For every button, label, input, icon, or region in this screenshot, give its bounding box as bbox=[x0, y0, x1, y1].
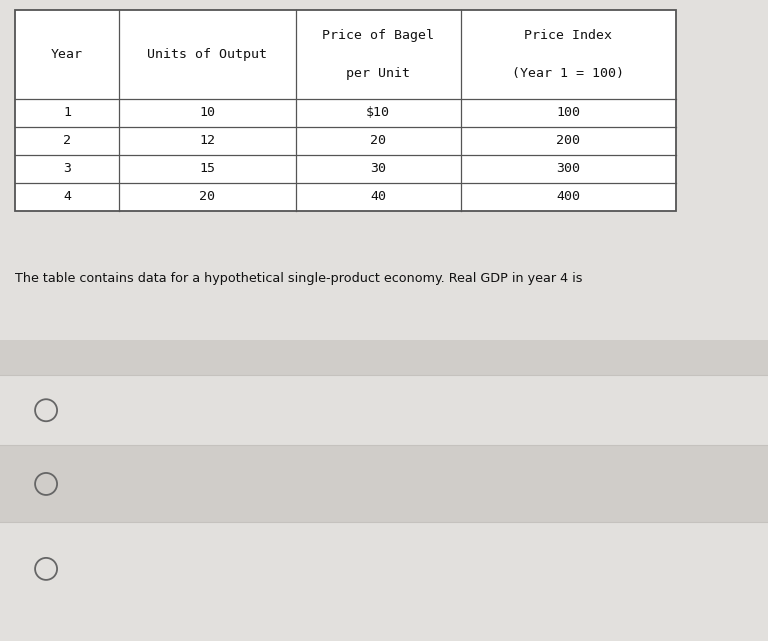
Text: per Unit: per Unit bbox=[346, 67, 410, 79]
Text: 4: 4 bbox=[63, 190, 71, 203]
Text: 2: 2 bbox=[63, 134, 71, 147]
Text: Price Index: Price Index bbox=[525, 29, 612, 42]
Text: 400: 400 bbox=[556, 190, 581, 203]
Text: 20: 20 bbox=[370, 134, 386, 147]
Text: The table contains data for a hypothetical single-product economy. Real GDP in y: The table contains data for a hypothetic… bbox=[15, 272, 583, 285]
Text: 20: 20 bbox=[200, 190, 215, 203]
Text: (Year 1 = 100): (Year 1 = 100) bbox=[512, 67, 624, 79]
Text: 15: 15 bbox=[200, 162, 215, 175]
Text: 30: 30 bbox=[370, 162, 386, 175]
Bar bbox=[15, 10, 676, 211]
Text: $320.: $320. bbox=[76, 403, 116, 417]
Text: Price of Bagel: Price of Bagel bbox=[323, 29, 434, 42]
Text: Year: Year bbox=[51, 48, 83, 61]
Text: 300: 300 bbox=[556, 162, 581, 175]
Text: 100: 100 bbox=[556, 106, 581, 119]
Text: 200: 200 bbox=[556, 134, 581, 147]
Text: 10: 10 bbox=[200, 106, 215, 119]
Text: 12: 12 bbox=[200, 134, 215, 147]
Bar bbox=[15, 10, 676, 211]
Text: $450.: $450. bbox=[76, 477, 116, 491]
Text: $200.: $200. bbox=[76, 562, 116, 576]
Text: 40: 40 bbox=[370, 190, 386, 203]
Text: 1: 1 bbox=[63, 106, 71, 119]
Text: Multiple Choice: Multiple Choice bbox=[38, 351, 129, 364]
Text: Units of Output: Units of Output bbox=[147, 48, 267, 61]
Text: $10: $10 bbox=[366, 106, 390, 119]
Text: 3: 3 bbox=[63, 162, 71, 175]
